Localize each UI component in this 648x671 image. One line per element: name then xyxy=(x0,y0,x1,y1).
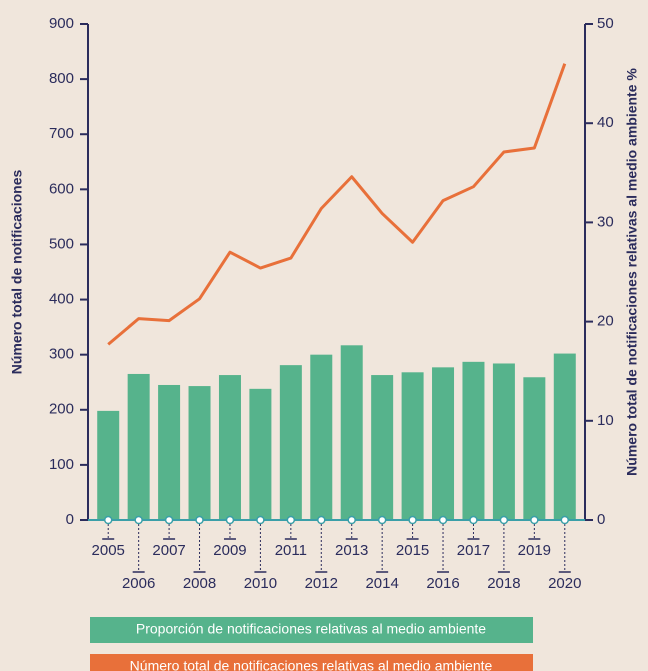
legend-label: Proporción de notificaciones relativas a… xyxy=(136,621,486,637)
x-tick-dot xyxy=(195,515,204,525)
x-tick-label: 2009 xyxy=(213,542,246,559)
x-tick-label: 2014 xyxy=(365,575,398,592)
bar xyxy=(462,361,485,520)
line xyxy=(107,63,567,346)
y2-tick-label: 0 xyxy=(597,511,605,528)
y2-tick-label: 50 xyxy=(597,15,614,32)
y2-tick-label: 40 xyxy=(597,114,614,131)
x-tick-label: 2005 xyxy=(92,542,125,559)
legend-label: Número total de notificaciones relativas… xyxy=(130,658,493,671)
bar xyxy=(127,373,150,520)
y2-tick-label: 20 xyxy=(597,313,614,330)
x-tick-label: 2011 xyxy=(275,542,307,559)
bar xyxy=(401,372,424,520)
x-tick-label: 2019 xyxy=(518,542,551,559)
x-tick-dot xyxy=(530,515,539,525)
x-tick-label: 2008 xyxy=(183,575,216,592)
x-tick-label: 2018 xyxy=(487,575,520,592)
y-tick-label: 500 xyxy=(49,235,74,252)
bar xyxy=(249,388,272,520)
bar xyxy=(492,363,515,520)
bar xyxy=(371,375,394,520)
y-tick-label: 0 xyxy=(66,511,74,528)
x-tick-label: 2016 xyxy=(426,575,459,592)
y2-tick-label: 10 xyxy=(597,412,614,429)
x-tick-dot xyxy=(103,515,113,525)
bar xyxy=(97,410,120,520)
x-tick-dot xyxy=(134,515,143,525)
x-tick-label: 2012 xyxy=(305,575,338,592)
legend-swatch xyxy=(90,654,533,671)
x-tick-dot xyxy=(408,515,417,525)
x-tick-dot xyxy=(499,515,509,525)
bar xyxy=(218,375,241,520)
y2-tick-label: 30 xyxy=(597,213,614,230)
bar xyxy=(340,345,363,520)
legend-swatch xyxy=(90,617,533,643)
x-tick-label: 2013 xyxy=(335,542,368,559)
y-tick-label: 400 xyxy=(49,291,74,308)
bar xyxy=(432,367,455,520)
y-tick-label: 800 xyxy=(49,70,74,87)
y-tick-label: 900 xyxy=(49,15,74,32)
x-tick-label: 2007 xyxy=(152,542,185,559)
y-tick-label: 200 xyxy=(49,401,74,418)
x-tick-dot xyxy=(438,515,448,525)
x-tick-dot xyxy=(377,515,387,525)
bar xyxy=(523,377,546,520)
x-tick-label: 2010 xyxy=(244,575,277,592)
y-tick-label: 600 xyxy=(49,180,74,197)
bar xyxy=(188,386,211,520)
x-tick-label: 2020 xyxy=(548,575,581,592)
y-tick-label: 700 xyxy=(49,125,74,142)
bar xyxy=(310,354,333,520)
y-tick-label: 100 xyxy=(49,456,74,473)
x-tick-dot xyxy=(286,515,296,525)
x-tick-label: 2006 xyxy=(122,575,155,592)
y-tick-label: 300 xyxy=(49,346,74,363)
bar xyxy=(553,353,576,520)
bar xyxy=(158,384,181,520)
x-tick-dot xyxy=(560,515,570,525)
bar xyxy=(279,365,302,520)
x-tick-dot xyxy=(469,515,478,525)
x-tick-dot xyxy=(225,515,235,525)
y2-axis-label: Número total de notificaciones relativas… xyxy=(624,68,640,476)
x-tick-dot xyxy=(256,515,265,525)
x-tick-dot xyxy=(164,515,174,525)
x-tick-dot xyxy=(317,515,326,525)
x-tick-label: 2015 xyxy=(396,542,429,559)
x-tick-label: 2017 xyxy=(457,542,490,559)
x-tick-dot xyxy=(347,515,356,525)
y-axis-label: Número total de notificaciones xyxy=(9,169,25,374)
